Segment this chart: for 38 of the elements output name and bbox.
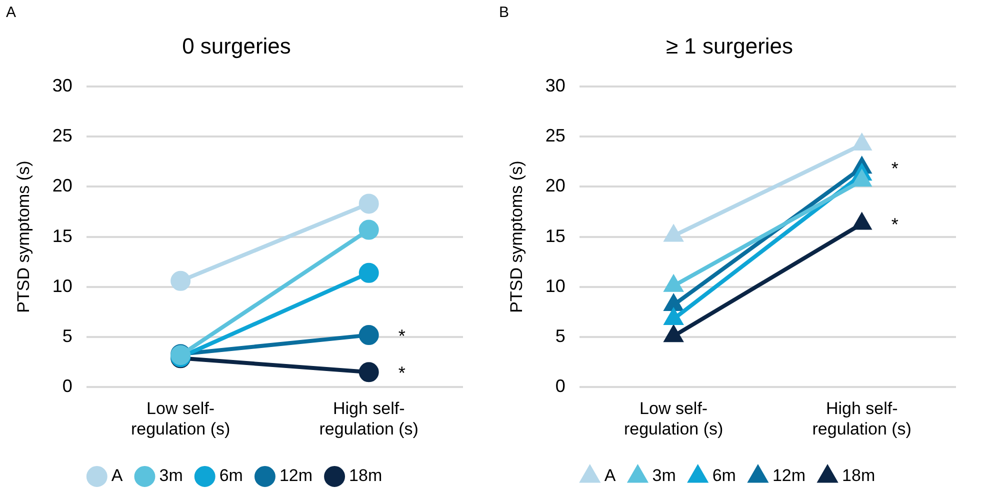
- chart-title: ≥ 1 surgeries: [666, 33, 794, 58]
- y-tick-label: 5: [555, 326, 566, 346]
- y-tick-label: 10: [545, 276, 566, 296]
- legend-label: 6m: [712, 466, 736, 486]
- legend-label: 3m: [159, 466, 183, 486]
- annotation: *: [398, 363, 406, 384]
- x-tick-label: Low self-regulation (s): [130, 399, 230, 438]
- legend-label: 18m: [349, 466, 382, 486]
- x-tick-label: High self-regulation (s): [319, 399, 418, 438]
- y-tick-label: 15: [52, 226, 72, 246]
- legend-label: 12m: [772, 466, 806, 486]
- legend-label: 3m: [652, 466, 676, 486]
- y-axis-title: PTSD symptoms (s): [506, 160, 526, 313]
- annotation: *: [891, 158, 898, 179]
- text: A: [6, 4, 16, 21]
- legend-label: 12m: [279, 466, 313, 486]
- y-tick-label: 30: [545, 75, 566, 96]
- y-tick-label: 0: [555, 376, 566, 396]
- y-tick-label: 15: [545, 226, 566, 246]
- legend-label: A: [111, 466, 124, 486]
- x-tick-label: High self-regulation (s): [812, 399, 912, 438]
- annotation: *: [398, 326, 406, 346]
- y-tick-label: 25: [52, 126, 72, 146]
- legend-label: A: [604, 466, 616, 486]
- y-tick-label: 5: [62, 326, 72, 346]
- y-tick-label: 30: [52, 75, 72, 96]
- y-tick-label: 25: [545, 126, 566, 146]
- y-axis-title: PTSD symptoms (s): [14, 160, 33, 313]
- legend-label: 6m: [219, 466, 243, 486]
- x-tick-label: Low self-regulation (s): [624, 399, 724, 438]
- chart-title: 0 surgeries: [182, 33, 291, 58]
- annotation: *: [891, 214, 898, 235]
- y-tick-label: 20: [52, 176, 72, 196]
- y-tick-label: 20: [545, 176, 566, 196]
- y-tick-label: 0: [62, 376, 72, 396]
- y-tick-label: 10: [52, 276, 72, 296]
- legend-label: 18m: [842, 466, 876, 486]
- text: B: [499, 4, 510, 21]
